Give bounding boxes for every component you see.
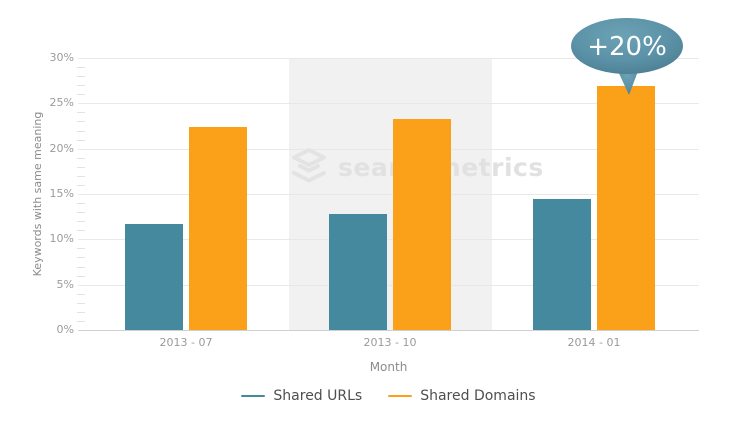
- y-minor-tick: [77, 275, 85, 277]
- y-minor-tick: [77, 257, 85, 259]
- callout-bubble: +20%: [567, 15, 687, 99]
- y-minor-tick: [77, 203, 85, 205]
- y-minor-tick: [77, 248, 85, 250]
- legend: Shared URLs Shared Domains: [78, 388, 699, 404]
- x-tick-label: 2013 - 07: [159, 336, 213, 349]
- gridline: [78, 148, 699, 150]
- y-tick-label: 10%: [49, 232, 74, 246]
- speech-bubble-icon: [571, 18, 683, 95]
- y-minor-tick: [77, 157, 85, 159]
- y-tick-label: 0%: [56, 323, 74, 336]
- legend-swatch: [241, 395, 266, 397]
- y-minor-tick: [77, 302, 85, 304]
- x-axis-title: Month: [369, 360, 408, 374]
- y-minor-tick: [77, 76, 85, 78]
- y-minor-tick: [77, 67, 85, 69]
- y-tick-label: 15%: [49, 187, 74, 200]
- legend-label: Shared URLs: [273, 388, 363, 404]
- y-minor-tick: [77, 121, 85, 123]
- bar-shared-domains-2013-07: [189, 126, 247, 330]
- bar-shared-urls-2013-07: [125, 223, 183, 330]
- bar-shared-domains-2014-01: [597, 86, 655, 330]
- y-minor-tick: [77, 85, 85, 87]
- y-minor-tick: [77, 230, 85, 232]
- y-minor-tick: [77, 175, 85, 177]
- y-minor-tick: [77, 166, 85, 168]
- y-minor-tick: [77, 130, 85, 132]
- bar-shared-urls-2013-10: [329, 213, 387, 330]
- y-minor-tick: [77, 112, 85, 114]
- bar-shared-urls-2014-01: [533, 198, 591, 330]
- y-minor-tick: [77, 184, 85, 186]
- y-minor-tick: [77, 311, 85, 313]
- y-tick-label: 30%: [49, 51, 74, 64]
- searchmetrics-layers-icon: [292, 148, 326, 183]
- callout-text: +20%: [587, 32, 667, 62]
- y-tick-label: 20%: [49, 141, 74, 155]
- y-axis-title: Keywords with same meaning: [31, 111, 44, 277]
- y-minor-tick: [77, 293, 85, 295]
- gridline: [78, 58, 699, 59]
- y-minor-tick: [77, 94, 85, 96]
- bar-shared-domains-2013-10: [393, 118, 451, 330]
- y-tick-label: 5%: [56, 277, 74, 291]
- gridline: [78, 194, 699, 195]
- legend-item-shared-urls: Shared URLs: [241, 388, 362, 404]
- y-minor-tick: [77, 212, 85, 214]
- y-minor-tick: [77, 221, 85, 223]
- y-minor-tick: [77, 320, 85, 322]
- y-minor-tick: [77, 266, 85, 268]
- legend-label: Shared Domains: [420, 388, 536, 404]
- y-minor-tick: [77, 139, 85, 141]
- gridline: [78, 103, 699, 105]
- legend-item-shared-domains: Shared Domains: [388, 388, 536, 404]
- legend-swatch: [388, 395, 413, 397]
- y-tick-label: 25%: [49, 96, 74, 110]
- gridline: [78, 239, 699, 241]
- x-axis-line: [78, 330, 699, 331]
- x-tick-label: 2013 - 10: [363, 336, 417, 349]
- gridline: [78, 284, 699, 286]
- x-tick-label: 2014 - 01: [567, 336, 621, 349]
